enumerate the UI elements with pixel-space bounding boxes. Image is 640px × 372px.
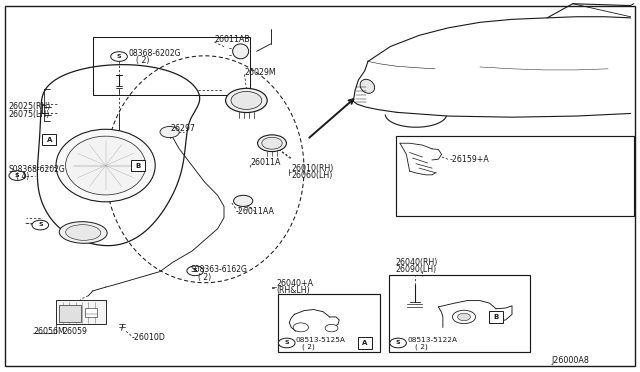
Bar <box>85 308 97 317</box>
Ellipse shape <box>60 222 107 243</box>
Bar <box>42 134 56 145</box>
Text: S: S <box>396 340 401 345</box>
Text: (RH&LH): (RH&LH) <box>276 286 310 295</box>
Circle shape <box>278 338 295 348</box>
Text: 08513-5122A: 08513-5122A <box>407 337 457 343</box>
Bar <box>278 294 380 352</box>
Text: ( 2): ( 2) <box>136 56 150 65</box>
Circle shape <box>325 324 338 332</box>
Circle shape <box>9 171 26 180</box>
Text: ( 2): ( 2) <box>415 343 428 350</box>
Bar <box>93 37 250 95</box>
Text: S08363-6162G: S08363-6162G <box>191 265 248 274</box>
Ellipse shape <box>66 136 146 195</box>
Text: S08368-6202G: S08368-6202G <box>8 165 65 174</box>
Text: ( 4): ( 4) <box>16 172 29 181</box>
Text: ( 2): ( 2) <box>198 273 212 282</box>
Text: 26297: 26297 <box>171 124 196 133</box>
Ellipse shape <box>360 79 374 93</box>
Ellipse shape <box>226 89 268 112</box>
Text: A: A <box>47 137 52 142</box>
Text: ( 2): ( 2) <box>302 343 315 350</box>
Circle shape <box>187 266 204 276</box>
Text: S: S <box>38 222 43 227</box>
Circle shape <box>390 338 406 348</box>
Bar <box>131 160 145 171</box>
Circle shape <box>458 313 470 321</box>
Text: B: B <box>135 163 140 169</box>
Text: -26010D: -26010D <box>131 333 165 342</box>
Text: S: S <box>15 173 20 178</box>
Ellipse shape <box>262 137 282 149</box>
Text: 08513-5125A: 08513-5125A <box>296 337 346 343</box>
Circle shape <box>452 310 476 324</box>
Ellipse shape <box>234 195 253 206</box>
Bar <box>358 337 372 349</box>
Text: 08368-6202G: 08368-6202G <box>129 49 181 58</box>
Text: 26011AB: 26011AB <box>214 35 250 44</box>
Text: 26056M: 26056M <box>33 327 65 336</box>
Text: 26059: 26059 <box>63 327 88 336</box>
Text: 26075(LH): 26075(LH) <box>8 110 49 119</box>
Bar <box>59 305 81 322</box>
Text: 26011A: 26011A <box>251 158 281 167</box>
Text: S: S <box>284 340 289 345</box>
Circle shape <box>160 126 179 138</box>
Bar <box>396 136 634 216</box>
Circle shape <box>293 323 308 332</box>
Text: B: B <box>493 314 499 320</box>
Text: 26040(RH): 26040(RH) <box>396 258 438 267</box>
Text: 26090(LH): 26090(LH) <box>396 265 436 274</box>
Ellipse shape <box>56 129 156 202</box>
Text: J26000A8: J26000A8 <box>552 356 589 365</box>
Bar <box>489 311 503 323</box>
Text: 26040+A: 26040+A <box>276 279 314 288</box>
Text: 26029M: 26029M <box>244 68 276 77</box>
Text: -26159+A: -26159+A <box>449 155 489 164</box>
Text: S: S <box>193 268 198 273</box>
Bar <box>56 300 106 324</box>
Ellipse shape <box>258 135 287 152</box>
Text: -26011AA: -26011AA <box>236 207 275 216</box>
Text: 26060(LH): 26060(LH) <box>291 171 332 180</box>
Bar <box>389 275 530 352</box>
Text: 26010(RH): 26010(RH) <box>291 164 333 173</box>
Text: A: A <box>362 340 367 346</box>
Ellipse shape <box>233 44 248 59</box>
Text: 26025(RH): 26025(RH) <box>8 102 51 111</box>
Text: S: S <box>116 54 122 59</box>
Ellipse shape <box>231 92 262 109</box>
Ellipse shape <box>66 225 100 240</box>
Circle shape <box>111 52 127 61</box>
Circle shape <box>32 220 49 230</box>
